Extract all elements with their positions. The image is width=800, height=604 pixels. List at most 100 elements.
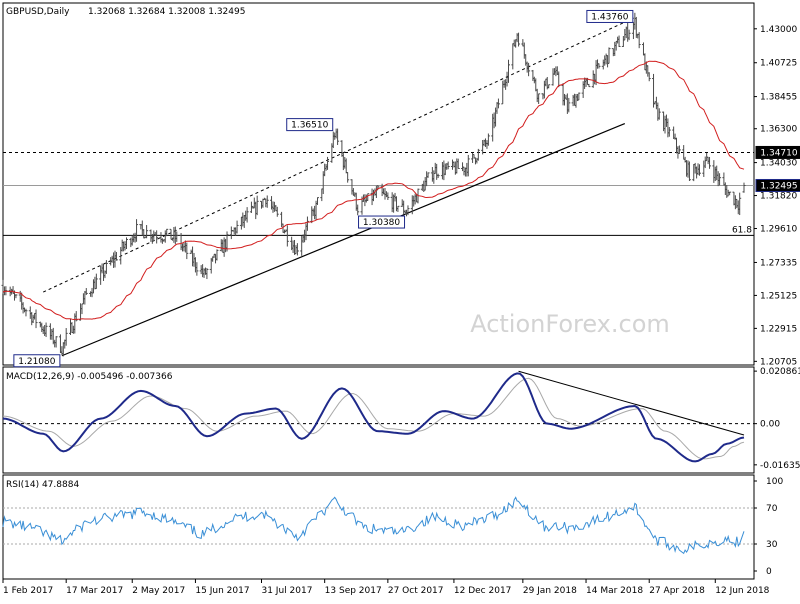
price-bar [295,243,299,256]
macd-main-line [2,372,745,463]
price-bar [597,63,601,69]
price-bar [285,225,289,247]
price-bar [114,252,118,261]
price-bar [235,220,239,234]
price-bar [215,249,219,261]
price-bar [537,93,541,104]
level-label-box-0 [755,145,800,159]
price-bar [506,59,510,83]
price-bar [436,173,440,179]
macd-tick-label: 0.020861 [760,367,800,377]
price-bar [195,262,199,276]
price-bar [326,156,330,170]
price-tick-label: 1.22915 [760,324,797,334]
price-label-4: 1.32495 [760,181,797,191]
price-bar [667,127,671,137]
price-tick-label: 1.34030 [760,159,797,169]
price-bar [155,230,159,244]
x-tick-label: 12 Dec 2017 [454,586,512,596]
x-tick-label: 2 May 2017 [132,586,185,596]
price-bar [406,205,410,216]
price-tick-label: 1.43000 [760,25,797,35]
price-bar [446,161,450,170]
price-moving-average [2,60,745,321]
price-bar [738,192,742,216]
price-tick-label: 1.38455 [760,93,797,103]
x-tick-label: 15 Jun 2017 [195,586,249,596]
price-trend-channel [42,17,636,357]
price-bar [577,92,581,101]
price-tick-label: 1.25125 [760,291,797,301]
macd-title: MACD(12,26,9) -0.005496 -0.007366 [6,372,173,382]
x-tick-label: 12 Jun 2018 [715,586,769,596]
x-tick-label: 17 Mar 2017 [66,586,123,596]
price-bar [14,294,18,299]
macd-trendline [518,370,745,436]
price-label-2: 1.30380 [363,218,400,228]
price-bar [476,148,480,161]
price-tick-label: 1.36300 [760,125,797,135]
price-bar [205,268,209,280]
price-bar [456,158,460,169]
rsi-tick-label: 100 [766,477,783,487]
price-bar [165,228,169,237]
x-axis: 1 Feb 2017 17 Mar 2017 2 May 2017 15 Jun 20… [2,579,770,596]
price-bar [607,47,611,64]
price-label-box-1 [286,118,334,132]
price-bar [728,191,732,196]
price-bar [185,242,189,260]
price-bar [687,161,691,181]
price-bar [225,231,229,252]
price-bar [637,32,641,49]
price-bar [466,154,470,177]
price-label-box-3 [586,9,634,23]
price-label-box-0 [13,354,61,368]
price-bar [587,83,591,88]
price-bar [255,195,259,216]
price-bar [346,172,350,183]
price-bar [386,192,390,201]
price-bar [396,205,400,212]
price-candles [1,12,746,357]
price-bar [34,309,38,329]
price-bar [356,204,360,216]
price-bar [145,225,149,239]
price-tick-label: 1.27335 [760,258,797,268]
price-bar [104,260,108,274]
rsi-panel: 100 70 30 0 [2,477,783,577]
price-bar [496,98,500,109]
rsi-tick-label: 70 [766,504,778,514]
macd-signal-line [2,377,745,460]
rsi-panel-frame [2,474,755,580]
price-label-0: 1.21080 [18,357,55,367]
price-bar [708,156,712,169]
price-ohlc: 1.32068 1.32684 1.32008 1.32495 [88,7,245,17]
price-title: GBPUSD,Daily [6,7,70,17]
price-bar [517,32,521,47]
x-tick-label: 27 Apr 2018 [649,586,705,596]
price-label-box-4 [755,178,800,192]
price-panel-frame [2,2,755,366]
price-bar [742,182,746,193]
price-bar [24,308,28,317]
macd-tick-label: 0.00 [760,420,780,430]
rsi-line [2,496,745,555]
price-bar [718,173,722,186]
price-bar [336,128,340,145]
price-bar [677,145,681,155]
channel-lower-line [61,122,626,357]
x-tick-label: 27 Oct 2017 [388,586,444,596]
rsi-title: RSI(14) 47.8884 [6,480,79,490]
channel-upper-line [42,17,636,293]
price-bar [527,62,531,77]
level-label-0: 1.34710 [760,148,797,158]
price-bar [84,288,88,296]
moving-average-line [2,60,745,321]
price-bar [657,108,661,120]
price-bar [697,164,701,176]
price-bar [54,336,58,348]
price-label-1: 1.36510 [291,121,328,131]
price-bar [567,97,571,113]
price-tick-label: 1.31820 [760,192,797,202]
x-tick-label: 14 Mar 2018 [586,586,643,596]
